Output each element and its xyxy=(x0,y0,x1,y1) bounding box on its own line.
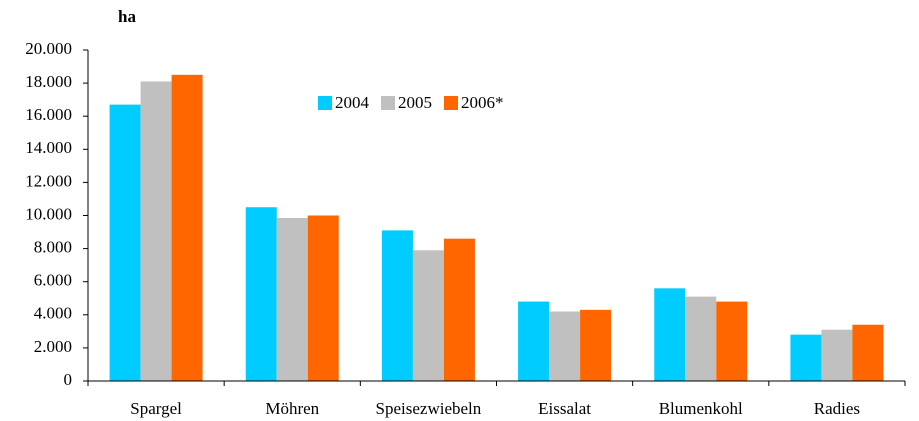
legend-swatch xyxy=(444,96,458,110)
x-tick-label: Speisezwiebeln xyxy=(376,399,482,418)
bar xyxy=(140,81,172,381)
bar xyxy=(412,250,444,381)
y-tick-label: 6.000 xyxy=(34,271,72,290)
y-tick-label: 12.000 xyxy=(25,171,72,190)
x-tick-label: Möhren xyxy=(265,399,319,418)
bar xyxy=(276,217,308,381)
y-tick-label: 8.000 xyxy=(34,238,72,257)
bar xyxy=(518,301,550,381)
bar xyxy=(171,74,203,381)
bar xyxy=(549,311,581,381)
x-tick-label: Radies xyxy=(814,399,860,418)
y-tick-label: 20.000 xyxy=(25,39,72,58)
bar xyxy=(852,324,884,381)
legend-label: 2005 xyxy=(398,93,432,112)
bar xyxy=(821,329,853,381)
y-tick-label: 18.000 xyxy=(25,72,72,91)
bar xyxy=(307,215,339,381)
bar xyxy=(716,301,748,381)
x-tick-label: Blumenkohl xyxy=(659,399,743,418)
y-tick-label: 4.000 xyxy=(34,304,72,323)
axis-label: ha xyxy=(118,7,136,26)
y-tick-label: 10.000 xyxy=(25,204,72,223)
bar xyxy=(790,334,822,381)
y-tick-label: 16.000 xyxy=(25,105,72,124)
bar xyxy=(245,207,277,381)
legend-label: 2004 xyxy=(335,93,370,112)
bar xyxy=(580,309,612,381)
legend-label: 2006* xyxy=(461,93,504,112)
y-tick-label: 2.000 xyxy=(34,337,72,356)
bar xyxy=(109,104,141,382)
bar xyxy=(381,230,413,381)
y-tick-label: 0 xyxy=(64,370,73,389)
bar xyxy=(654,288,686,381)
y-tick-label: 14.000 xyxy=(25,138,72,157)
bar xyxy=(443,238,475,381)
bar xyxy=(685,296,717,381)
x-tick-label: Spargel xyxy=(130,399,182,418)
legend-swatch xyxy=(318,96,332,110)
x-tick-label: Eissalat xyxy=(538,399,591,418)
legend-swatch xyxy=(381,96,395,110)
